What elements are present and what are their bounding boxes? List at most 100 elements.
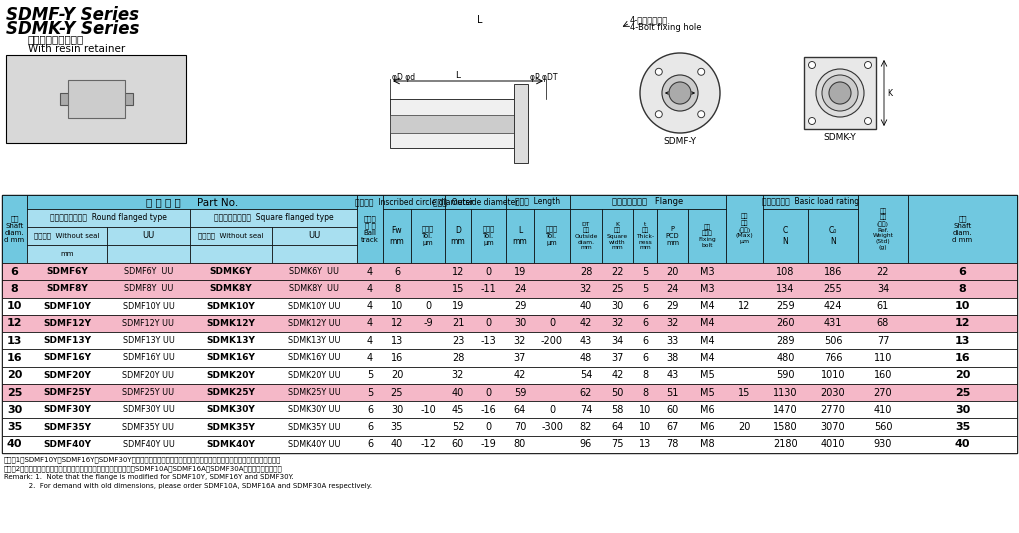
Text: With resin retainer: With resin retainer	[28, 44, 125, 54]
Text: M5: M5	[700, 370, 714, 380]
Text: M4: M4	[700, 318, 714, 328]
Bar	[804, 57, 876, 129]
Text: 50: 50	[611, 387, 624, 398]
Text: 35: 35	[391, 422, 404, 432]
Bar	[633, 209, 657, 263]
Bar	[272, 227, 357, 245]
Text: 4: 4	[367, 266, 373, 277]
Circle shape	[864, 61, 871, 69]
Text: 62: 62	[580, 387, 592, 398]
Text: 45: 45	[451, 405, 465, 415]
Text: M4: M4	[700, 336, 714, 346]
Text: SDMK16Y: SDMK16Y	[207, 353, 256, 362]
Bar	[858, 195, 908, 263]
Text: K
土間
Square
width
mm: K 土間 Square width mm	[607, 222, 628, 251]
Text: 10: 10	[7, 301, 22, 311]
Text: SDMF10Y: SDMF10Y	[43, 302, 91, 311]
Text: 29: 29	[666, 301, 679, 311]
Text: φFw: φFw	[833, 93, 848, 102]
Text: SDMF40Y UU: SDMF40Y UU	[122, 440, 174, 449]
Text: 108: 108	[776, 266, 795, 277]
Bar	[2, 280, 1017, 297]
Text: 8: 8	[10, 284, 18, 294]
Bar	[2, 384, 1017, 401]
Text: mm: mm	[60, 251, 73, 257]
Text: 255: 255	[823, 284, 843, 294]
Bar	[190, 209, 357, 227]
Text: -300: -300	[541, 422, 562, 432]
Bar	[506, 195, 570, 209]
Text: 32: 32	[451, 370, 465, 380]
Text: 4: 4	[367, 301, 373, 311]
Text: 23: 23	[451, 336, 465, 346]
Text: 259: 259	[776, 301, 795, 311]
Text: 許容差
Tol.
μm: 許容差 Tol. μm	[483, 225, 494, 246]
Text: 40: 40	[7, 439, 22, 449]
Text: 6: 6	[642, 318, 648, 328]
Text: 10: 10	[639, 405, 651, 415]
Text: SDMF35Y: SDMF35Y	[43, 423, 91, 432]
Text: 4: 4	[367, 353, 373, 363]
Bar	[26, 195, 357, 209]
Circle shape	[401, 120, 409, 128]
Text: 78: 78	[666, 439, 679, 449]
Text: SDMK20Y UU: SDMK20Y UU	[288, 371, 340, 380]
Text: 6: 6	[394, 266, 400, 277]
Text: 29: 29	[514, 301, 526, 311]
Text: 431: 431	[823, 318, 842, 328]
Text: 40: 40	[451, 387, 464, 398]
Bar	[2, 195, 1017, 453]
Text: C₀
N: C₀ N	[828, 227, 838, 246]
Text: 58: 58	[611, 405, 624, 415]
Bar	[763, 209, 808, 263]
Text: 6: 6	[367, 405, 373, 415]
Text: 75: 75	[611, 439, 624, 449]
Text: SDMF30Y: SDMF30Y	[43, 405, 91, 414]
Text: 52: 52	[451, 422, 465, 432]
Text: 1470: 1470	[773, 405, 798, 415]
Bar	[657, 209, 688, 263]
Bar	[2, 401, 1017, 418]
Text: 16: 16	[7, 353, 22, 363]
Text: SDMK-Y Series: SDMK-Y Series	[6, 20, 140, 38]
Text: SDMF20Y: SDMF20Y	[43, 371, 91, 380]
Circle shape	[698, 111, 705, 118]
Text: 15: 15	[451, 284, 465, 294]
Circle shape	[669, 82, 691, 104]
Text: M4: M4	[700, 353, 714, 363]
Text: 25: 25	[7, 387, 22, 398]
Text: 13: 13	[7, 336, 22, 346]
Text: 19: 19	[451, 301, 464, 311]
Text: 22: 22	[876, 266, 890, 277]
Text: 35: 35	[7, 422, 22, 432]
Text: 軸径
Shaft
diam.
d mm: 軸径 Shaft diam. d mm	[4, 215, 24, 243]
Text: 480: 480	[776, 353, 795, 363]
Bar	[6, 55, 186, 143]
Text: ボール
条 列
Ball
track: ボール 条 列 Ball track	[361, 215, 379, 243]
Text: 30: 30	[955, 405, 970, 415]
Text: 34: 34	[877, 284, 890, 294]
Text: SDMK35Y UU: SDMK35Y UU	[288, 423, 340, 432]
Bar	[2, 297, 1017, 315]
Bar	[2, 195, 26, 263]
Text: L
mm: L mm	[513, 227, 528, 246]
Bar	[190, 245, 272, 263]
Text: 25: 25	[390, 387, 404, 398]
Text: 6: 6	[367, 439, 373, 449]
Text: 28: 28	[451, 353, 465, 363]
Text: 10: 10	[391, 301, 404, 311]
Text: SDMK40Y UU: SDMK40Y UU	[288, 440, 340, 449]
Text: M3: M3	[700, 284, 714, 294]
Text: 42: 42	[611, 370, 624, 380]
Text: 5: 5	[367, 370, 373, 380]
Text: 40: 40	[955, 439, 970, 449]
Text: 2．従来のフランジ寸法の品が必要な場合は、鉄リテナー品のSDMF10A、SDMF16A、SDMF30Aをご用命ください。: 2．従来のフランジ寸法の品が必要な場合は、鉄リテナー品のSDMF10A、SDMF…	[4, 465, 282, 472]
Text: 8: 8	[642, 387, 648, 398]
Text: 6: 6	[642, 336, 648, 346]
Text: SDMF-Y Series: SDMF-Y Series	[6, 6, 139, 24]
Text: 8: 8	[959, 284, 966, 294]
Text: Remark: 1.  Note that the flange is modified for SDMF10Y, SDMF16Y and SDMF30Y.: Remark: 1. Note that the flange is modif…	[4, 474, 293, 480]
Text: 40: 40	[580, 301, 592, 311]
Circle shape	[822, 75, 858, 111]
Text: SDMK12Y UU: SDMK12Y UU	[288, 319, 340, 328]
